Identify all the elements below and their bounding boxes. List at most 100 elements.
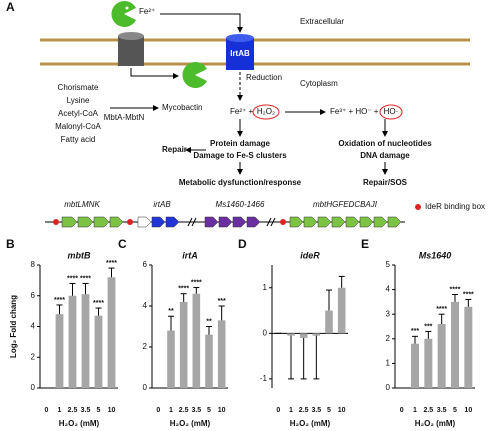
bar	[437, 324, 446, 388]
label: Malonyl-CoA	[55, 122, 101, 131]
panel-label: A	[6, 0, 15, 14]
highlight	[252, 104, 280, 120]
label: Damage to Fe-S clusters	[193, 151, 287, 160]
x-tick-label: 1	[169, 407, 173, 414]
y-axis-label: Log₂ Fold chang	[9, 295, 18, 358]
gene-label: mbtHGFEDCBAJI	[313, 200, 378, 209]
gene-label: Ms1460-1466	[216, 200, 265, 209]
highlight	[379, 104, 403, 120]
x-tick-label: 10	[108, 407, 116, 414]
label: Fe²⁺	[139, 7, 155, 16]
bar	[167, 330, 175, 388]
bar	[424, 338, 433, 388]
x-tick-label: 1	[413, 407, 417, 414]
bar	[299, 333, 308, 338]
x-tick-label: 5	[453, 407, 457, 414]
label: Repair/SOS	[363, 178, 408, 187]
label: Chorismate	[58, 83, 99, 92]
y-tick-label: 0	[31, 383, 36, 392]
y-tick-label: -1	[260, 374, 268, 383]
label: Repair	[162, 145, 187, 154]
transporter	[118, 36, 144, 66]
bar	[337, 287, 346, 334]
label: Lysine	[67, 96, 90, 105]
significance: ****	[191, 279, 202, 286]
bar	[94, 315, 103, 388]
chart-title: irtA	[182, 250, 198, 260]
x-tick-label: 5	[327, 407, 331, 414]
x-tick-label: 5	[207, 407, 211, 414]
significance: **	[168, 308, 174, 315]
significance: ****	[450, 286, 461, 293]
label: Acetyl-CoA	[58, 109, 99, 118]
label: Metabolic dysfunction/response	[179, 178, 302, 187]
significance: ***	[218, 298, 226, 305]
bar	[205, 334, 213, 388]
x-tick-label: 1	[58, 407, 62, 414]
bar	[192, 293, 201, 388]
bar	[287, 333, 295, 336]
chart-title: Ms1640	[419, 250, 452, 260]
label: Fe³⁺ + HO⁻ +	[330, 107, 379, 116]
label: Cytoplasm	[300, 79, 338, 88]
x-tick-label: 3.5	[81, 407, 91, 414]
label: Mycobactin	[162, 103, 202, 112]
irtab	[226, 34, 254, 42]
label: Reduction	[246, 73, 282, 82]
y-tick-label: 6	[31, 291, 36, 300]
x-tick-label: 0	[276, 407, 280, 414]
x-axis-label: H₂O₂ (mM)	[170, 419, 211, 428]
y-tick-label: 2	[386, 334, 391, 343]
bar	[107, 277, 116, 388]
y-tick-label: 2	[31, 352, 36, 361]
label: Fe²⁺ +	[230, 107, 253, 116]
label: H₂O₂	[257, 107, 275, 116]
legend-label: IdeR binding box	[425, 202, 485, 211]
x-tick-label: 0	[45, 407, 49, 414]
y-tick-label: 6	[143, 260, 148, 269]
panel-label: B	[6, 237, 15, 251]
y-tick-label: 0	[143, 383, 148, 392]
transporter	[118, 32, 144, 40]
significance: ****	[80, 275, 91, 282]
y-tick-label: 3	[386, 309, 391, 318]
x-tick-label: 10	[338, 407, 346, 414]
bar	[81, 294, 90, 388]
x-tick-label: 2.5	[299, 407, 309, 414]
significance: ****	[436, 306, 447, 313]
significance: ****	[54, 297, 65, 304]
panel-label: C	[118, 237, 127, 251]
y-tick-label: 4	[31, 322, 36, 331]
bar	[55, 314, 64, 388]
significance: ****	[67, 275, 78, 282]
x-tick-label: 0	[400, 407, 404, 414]
y-tick-label: 4	[143, 301, 148, 310]
x-axis-label: H₂O₂ (mM)	[415, 419, 456, 428]
significance: ****	[93, 300, 104, 307]
panel-label: E	[361, 237, 369, 251]
mycobactin-icon	[111, 1, 136, 28]
label: Fatty acid	[61, 135, 96, 144]
x-tick-label: 3.5	[437, 407, 447, 414]
x-tick-label: 2.5	[179, 407, 189, 414]
gene-cluster: mbtLMNK irtAB Ms1460-1466 mbtHGFEDCBAJI …	[45, 200, 485, 228]
bar	[325, 310, 333, 334]
gene-label: mbtLMNK	[64, 200, 100, 209]
label: DNA damage	[360, 151, 410, 160]
bar	[217, 320, 226, 388]
x-tick-label: 2.5	[68, 407, 78, 414]
label: Extracellular	[300, 17, 344, 26]
bar	[464, 306, 473, 388]
y-tick-label: 1	[386, 359, 391, 368]
label: Protein damage	[210, 139, 271, 148]
significance: ***	[424, 323, 432, 330]
chart-title: ideR	[300, 250, 320, 260]
x-tick-label: 3.5	[311, 407, 321, 414]
significance: ****	[178, 286, 189, 293]
label: HO·	[384, 107, 399, 116]
gene-label: irtAB	[153, 200, 171, 209]
legend-marker	[415, 204, 421, 210]
bar	[312, 333, 321, 336]
panel-label: D	[238, 237, 247, 251]
